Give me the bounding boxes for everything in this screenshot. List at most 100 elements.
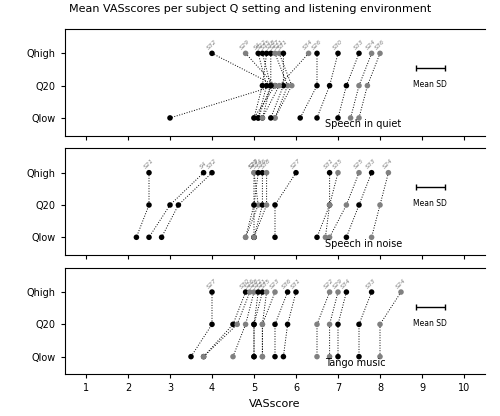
Text: S34: S34: [302, 39, 314, 51]
Point: [258, 353, 266, 360]
Text: S31: S31: [290, 277, 302, 290]
Text: S36: S36: [374, 39, 386, 51]
Point: [292, 169, 300, 176]
Point: [242, 234, 250, 240]
Point: [208, 289, 216, 295]
Text: S22: S22: [324, 277, 336, 290]
Point: [376, 202, 384, 208]
Point: [313, 234, 321, 240]
Text: S29: S29: [248, 158, 260, 170]
Text: S24: S24: [382, 158, 394, 170]
Point: [145, 234, 153, 240]
Point: [271, 114, 279, 121]
Point: [250, 202, 258, 208]
Point: [313, 353, 321, 360]
Point: [334, 321, 342, 328]
Point: [262, 289, 270, 295]
Text: Mean VASscores per subject Q setting and listening environment: Mean VASscores per subject Q setting and…: [69, 4, 431, 14]
Point: [334, 169, 342, 176]
Point: [342, 234, 350, 240]
Point: [334, 353, 342, 360]
Point: [313, 114, 321, 121]
Text: Speech in quiet: Speech in quiet: [326, 119, 402, 129]
Text: S30: S30: [332, 39, 344, 51]
Point: [250, 169, 258, 176]
Point: [304, 50, 312, 57]
Point: [368, 50, 376, 57]
Text: S23: S23: [248, 158, 260, 170]
Point: [250, 234, 258, 240]
Text: Speech in noise: Speech in noise: [326, 239, 402, 249]
Text: S21: S21: [256, 277, 268, 290]
Point: [166, 114, 174, 121]
Point: [242, 289, 250, 295]
Point: [334, 289, 342, 295]
Point: [355, 353, 363, 360]
Point: [326, 169, 334, 176]
Point: [254, 289, 262, 295]
Text: S26: S26: [311, 39, 323, 51]
Point: [242, 50, 250, 57]
Text: S4: S4: [254, 42, 263, 51]
Point: [326, 202, 334, 208]
Text: S35: S35: [260, 277, 272, 290]
Text: S24: S24: [395, 277, 407, 290]
Text: S34: S34: [340, 277, 352, 290]
Point: [355, 50, 363, 57]
Point: [326, 202, 334, 208]
Point: [346, 114, 354, 121]
Point: [166, 202, 174, 208]
Point: [262, 82, 270, 89]
Text: S4: S4: [199, 161, 208, 170]
Text: S29: S29: [332, 277, 344, 290]
Point: [200, 353, 207, 360]
Point: [258, 353, 266, 360]
Point: [275, 50, 283, 57]
Point: [288, 82, 296, 89]
Point: [254, 202, 262, 208]
Point: [368, 289, 376, 295]
Point: [284, 82, 292, 89]
Point: [250, 289, 258, 295]
Text: S33: S33: [353, 39, 365, 51]
Point: [254, 114, 262, 121]
Point: [233, 321, 241, 328]
Point: [250, 114, 258, 121]
Point: [368, 169, 376, 176]
Point: [355, 169, 363, 176]
Point: [334, 114, 342, 121]
Point: [376, 321, 384, 328]
Point: [250, 321, 258, 328]
Point: [174, 202, 182, 208]
Point: [208, 50, 216, 57]
Text: S27: S27: [290, 158, 302, 170]
Point: [200, 169, 207, 176]
Point: [376, 353, 384, 360]
Point: [275, 82, 283, 89]
Point: [326, 289, 334, 295]
Point: [284, 321, 292, 328]
Point: [284, 289, 292, 295]
Point: [355, 114, 363, 121]
Point: [258, 114, 266, 121]
Point: [250, 234, 258, 240]
Text: S35: S35: [260, 39, 272, 51]
Point: [242, 234, 250, 240]
Point: [342, 82, 350, 89]
Point: [364, 82, 372, 89]
Point: [271, 114, 279, 121]
Text: S31: S31: [324, 158, 336, 170]
Text: S23: S23: [269, 277, 281, 290]
Point: [322, 234, 330, 240]
Text: S33: S33: [366, 277, 378, 290]
Text: S32: S32: [206, 39, 218, 51]
Point: [258, 321, 266, 328]
Point: [132, 234, 140, 240]
Point: [250, 114, 258, 121]
Point: [229, 321, 237, 328]
Point: [342, 202, 350, 208]
Text: S22: S22: [256, 39, 268, 51]
Point: [254, 169, 262, 176]
Point: [355, 321, 363, 328]
Point: [326, 321, 334, 328]
